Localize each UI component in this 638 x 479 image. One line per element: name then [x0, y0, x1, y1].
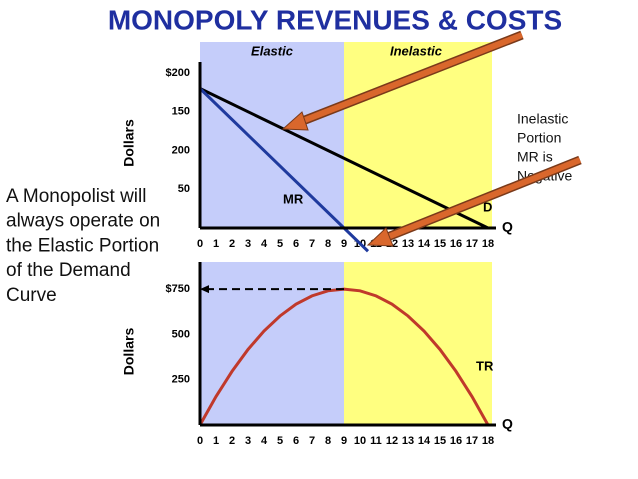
left-text-line: of the Demand	[6, 260, 131, 281]
x-tick-label: 6	[293, 435, 299, 447]
x-tick-label: 17	[466, 238, 478, 250]
left-text: A Monopolist will always operate on the El…	[6, 186, 160, 306]
region-label: Elastic	[251, 43, 294, 58]
y-tick-label: 500	[172, 328, 190, 340]
x-tick-label: 6	[293, 238, 299, 250]
x-tick-label: 8	[325, 238, 331, 250]
arrow-head	[366, 227, 394, 247]
series-label: D	[483, 199, 492, 214]
series-line	[199, 87, 489, 230]
right-text-line: Inelastic	[517, 111, 568, 127]
x-tick-label: 10	[354, 435, 366, 447]
x-tick-label: 5	[277, 238, 283, 250]
y-axis-label: Dollars	[121, 119, 137, 167]
x-tick-label: 0	[197, 238, 203, 250]
y-tick-label: 250	[172, 374, 190, 386]
x-tick-label: 14	[418, 238, 431, 250]
arrow-head	[281, 111, 309, 131]
x-tick-label: 2	[229, 435, 235, 447]
slide-title: MONOPOLY REVENUES & COSTS	[108, 4, 562, 35]
region-label: Inelastic	[390, 43, 443, 58]
left-text-line: the Elastic Portion	[6, 235, 159, 256]
x-tick-label: 3	[245, 238, 251, 250]
right-text-line: MR is	[517, 149, 553, 165]
y-tick-label: 50	[178, 183, 190, 195]
x-tick-label: 13	[402, 238, 414, 250]
x-tick-label: 4	[261, 238, 268, 250]
x-tick-label: 2	[229, 238, 235, 250]
series-label: MR	[283, 191, 304, 206]
x-tick-label: 9	[341, 435, 347, 447]
x-tick-label: 0	[197, 435, 203, 447]
region	[200, 42, 344, 228]
x-tick-label: 14	[418, 435, 431, 447]
x-tick-label: 15	[434, 435, 446, 447]
region	[200, 262, 344, 425]
left-text-line: always operate on	[6, 211, 160, 232]
x-axis-label: Q	[502, 416, 513, 432]
x-tick-label: 11	[370, 435, 382, 447]
y-axis-label: Dollars	[121, 328, 137, 376]
left-text-line: Curve	[6, 285, 57, 306]
x-tick-label: 17	[466, 435, 478, 447]
x-tick-label: 9	[341, 238, 347, 250]
y-tick-label: 200	[172, 144, 190, 156]
y-tick-label: $200	[166, 67, 190, 79]
x-tick-label: 18	[482, 238, 494, 250]
right-text-line: Portion	[517, 130, 561, 146]
y-tick-label: $750	[166, 283, 190, 295]
x-tick-label: 7	[309, 435, 315, 447]
arrow-shaft	[383, 157, 582, 241]
x-tick-label: 5	[277, 435, 283, 447]
x-tick-label: 12	[386, 435, 398, 447]
x-tick-label: 7	[309, 238, 315, 250]
x-axis-label: Q	[502, 219, 513, 235]
x-tick-label: 8	[325, 435, 331, 447]
max-guide-head	[200, 285, 209, 294]
x-tick-label: 1	[213, 435, 219, 447]
series-label: TR	[476, 358, 494, 373]
arrow-shaft	[298, 32, 524, 125]
x-tick-label: 15	[434, 238, 446, 250]
x-tick-label: 13	[402, 435, 414, 447]
arrows	[281, 30, 582, 247]
x-tick-label: 16	[450, 238, 462, 250]
x-tick-label: 18	[482, 435, 494, 447]
y-tick-label: 150	[172, 106, 190, 118]
region	[344, 262, 492, 425]
left-text-line: A Monopolist will	[6, 186, 146, 207]
x-tick-label: 1	[213, 238, 219, 250]
x-tick-label: 4	[261, 435, 268, 447]
x-tick-label: 3	[245, 435, 251, 447]
series-line	[198, 87, 370, 253]
x-tick-label: 16	[450, 435, 462, 447]
